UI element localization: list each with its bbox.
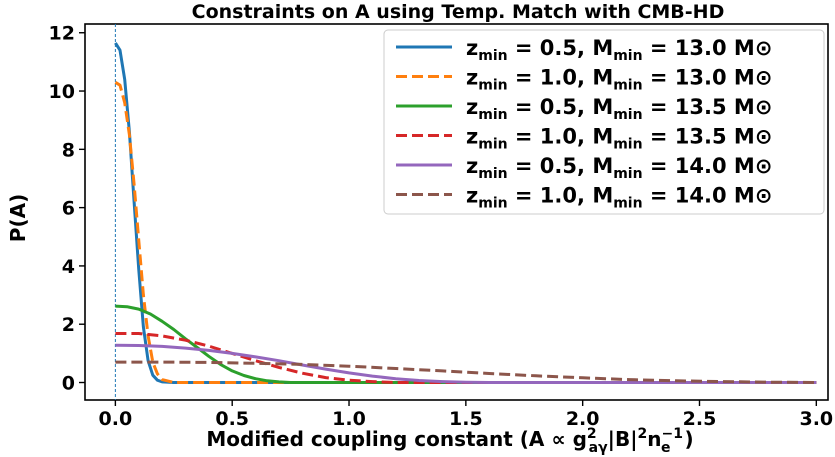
- y-tick-label: 4: [62, 256, 75, 278]
- plot-frame: [84, 23, 829, 401]
- y-axis-label: P(A): [6, 194, 30, 242]
- x-tick-label: 1.0: [332, 408, 366, 430]
- series-line-5: [115, 343, 817, 384]
- chart-title: Constraints on A using Temp. Match with …: [192, 1, 725, 23]
- x-tick-label: 2.5: [683, 408, 717, 430]
- legend-label-1: zmin = 0.5, Mmin = 13.0 M⊙: [466, 36, 772, 64]
- y-tick-label: 12: [49, 23, 75, 45]
- series-lines: [114, 42, 817, 384]
- x-tick-label: 2.0: [566, 408, 600, 430]
- x-tick-label: 0.0: [99, 408, 133, 430]
- x-ticks: 0.0 0.5 1.0 1.5 2.0 2.5 3.0: [99, 400, 833, 430]
- y-tick-label: 6: [62, 198, 75, 220]
- series-line-1: [114, 42, 817, 384]
- legend-label-5: zmin = 0.5, Mmin = 14.0 M⊙: [466, 154, 772, 182]
- y-ticks: 0 2 4 6 8 10 12: [49, 23, 85, 395]
- x-tick-label: 1.5: [449, 408, 483, 430]
- axes: [84, 23, 829, 401]
- legend-label-4: zmin = 1.0, Mmin = 13.5 M⊙: [466, 125, 772, 153]
- x-tick-label: 3.0: [799, 408, 833, 430]
- legend: zmin = 0.5, Mmin = 13.0 M⊙zmin = 1.0, Mm…: [383, 29, 825, 215]
- legend-label-3: zmin = 0.5, Mmin = 13.5 M⊙: [466, 95, 772, 123]
- x-axis-label: Modified coupling constant (A ∝ g2 aγ|B|2…: [206, 426, 693, 456]
- legend-label-6: zmin = 1.0, Mmin = 14.0 M⊙: [466, 184, 772, 212]
- y-tick-label: 10: [49, 81, 75, 103]
- legend-box: [383, 29, 825, 215]
- series-line-4: [115, 332, 817, 384]
- y-tick-label: 0: [62, 373, 75, 395]
- series-line-2: [114, 81, 817, 384]
- series-line-3: [115, 304, 817, 384]
- y-tick-label: 8: [62, 139, 75, 161]
- x-tick-label: 0.5: [215, 408, 249, 430]
- y-tick-label: 2: [62, 314, 75, 336]
- legend-label-2: zmin = 1.0, Mmin = 13.0 M⊙: [466, 66, 772, 94]
- series-line-6: [115, 360, 817, 384]
